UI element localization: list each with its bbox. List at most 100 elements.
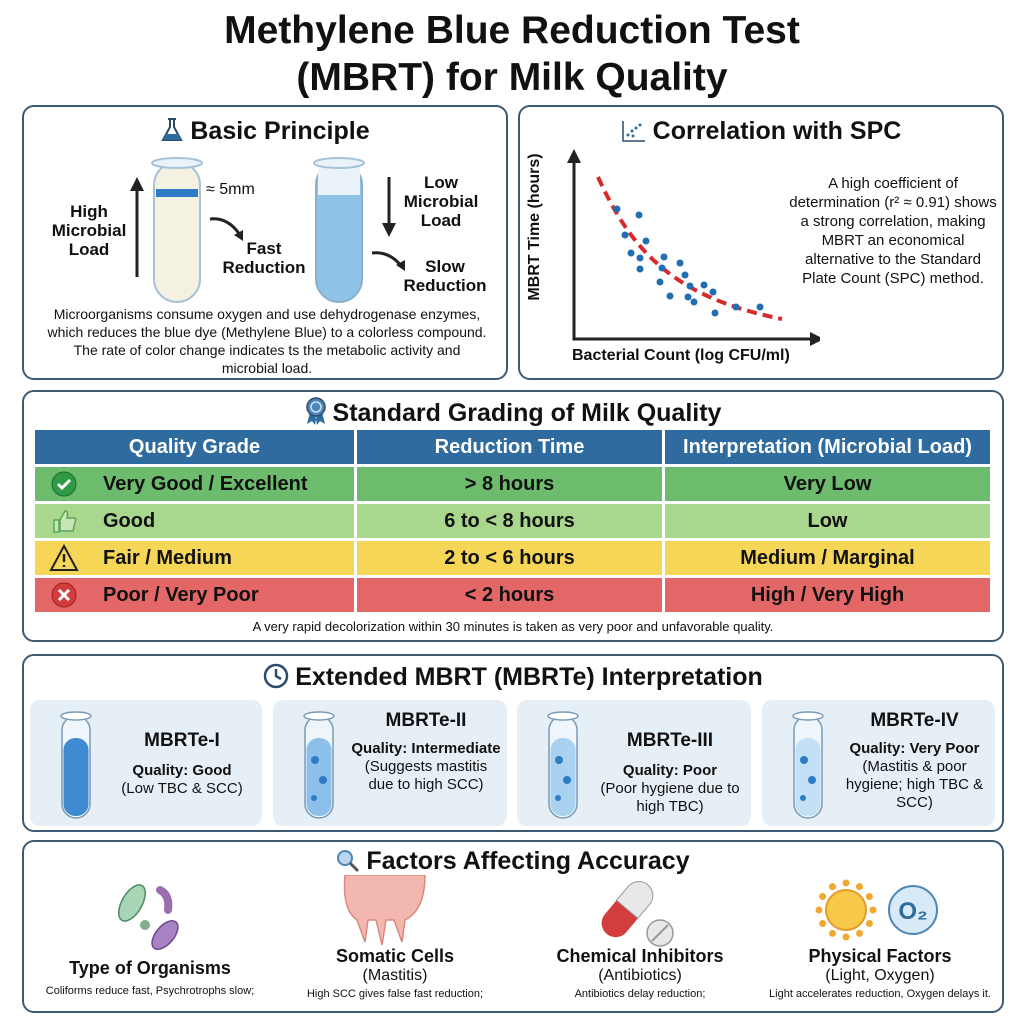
data-point: [756, 303, 764, 311]
principle-description: Microorganisms consume oxygen and use de…: [47, 306, 487, 376]
y-axis-label: MBRT Time (hours): [526, 153, 543, 301]
bacteria-icon: [118, 884, 179, 950]
arrow-down-icon: [382, 177, 396, 237]
grade-cell: Fair / Medium: [35, 541, 357, 575]
data-point: [666, 292, 674, 300]
mbrte-details: Quality: Poor (Poor hygiene due to high T…: [595, 762, 745, 816]
table-row: Good 6 to < 8 hours Low: [35, 504, 990, 538]
data-point: [711, 309, 719, 317]
factor-title: Type of Organisms: [69, 958, 231, 978]
high-load-label: High Microbial Load: [51, 202, 127, 259]
sun-ray: [829, 929, 836, 937]
table-row: Fair / Medium 2 to < 6 hours Medium / Ma…: [35, 541, 990, 575]
basic-principle-heading: Basic Principle: [24, 117, 506, 146]
udder-icon: [343, 875, 426, 946]
factor-illustrations: O₂: [118, 875, 938, 950]
mbrte-card: MBRTe-II Quality: Intermediate (Suggests …: [273, 700, 507, 826]
data-point: [700, 281, 708, 289]
table-row: Poor / Very Poor < 2 hours High / Very H…: [35, 578, 990, 612]
sun-ray: [865, 920, 873, 927]
factor-item: Somatic Cells (Mastitis) High SCC gives …: [270, 946, 520, 1000]
time-cell: > 8 hours: [357, 467, 665, 501]
thumbs-up-icon: [49, 507, 79, 535]
mbrte-quality: Quality: Poor: [622, 762, 718, 779]
sun-ray: [842, 879, 850, 887]
mbrte-note: (Mastitis & poor hygiene; high TBC & SCC…: [845, 758, 984, 811]
grading-footnote: A very rapid decolorization within 30 mi…: [252, 619, 774, 634]
header-reduction-time: Reduction Time: [357, 430, 665, 464]
flask-icon: [161, 118, 184, 141]
clock-icon: [263, 663, 289, 689]
mbrte-note: (Low TBC & SCC): [121, 780, 243, 797]
load-cell: High / Very High: [665, 578, 990, 612]
principle-illustration: [130, 157, 405, 303]
factor-note: Antibiotics delay reduction;: [574, 988, 706, 1000]
data-point: [676, 259, 684, 267]
data-point: [658, 264, 666, 272]
test-tube-fast-icon: [151, 157, 203, 303]
page-title-line2: (MBRT) for Milk Quality: [296, 56, 728, 99]
x-axis-label: Bacterial Count (log CFU/ml): [572, 347, 790, 364]
mbrte-name: MBRTe-III: [626, 730, 714, 751]
table-header: Quality Grade Reduction Time Interpretat…: [35, 430, 990, 464]
data-point: [681, 271, 689, 279]
data-point: [656, 278, 664, 286]
data-point: [636, 254, 644, 262]
page-title-line1: Methylene Blue Reduction Test: [224, 9, 800, 52]
magnifier-icon: [337, 850, 360, 873]
pill-icon: [601, 881, 674, 947]
factors-heading: Factors Affecting Accuracy: [24, 847, 1002, 876]
grade-cell: Good: [35, 504, 357, 538]
factor-subtitle: (Antibiotics): [598, 967, 682, 984]
data-point: [684, 293, 692, 301]
arrow-up-icon: [130, 177, 144, 277]
factor-title: Somatic Cells: [335, 946, 455, 966]
table-row: Very Good / Excellent > 8 hours Very Low: [35, 467, 990, 501]
mbrte-card: MBRTe-I Quality: Good (Low TBC & SCC): [30, 700, 262, 826]
data-point: [690, 298, 698, 306]
test-tube-icon: [60, 711, 92, 819]
data-point: [636, 265, 644, 273]
oxygen-icon: O₂: [888, 885, 938, 935]
sun-icon: [815, 879, 877, 941]
basic-principle-panel: Basic Principle High Microbial Load ≈ 5m…: [22, 105, 508, 380]
data-point: [613, 205, 621, 213]
mbrte-details: Quality: Very Poor (Mastitis & poor hygie…: [840, 740, 989, 812]
mbrte-quality: Quality: Intermediate: [351, 740, 501, 757]
time-cell: 2 to < 6 hours: [357, 541, 665, 575]
fast-reduction-label: Fast Reduction: [222, 239, 306, 277]
slow-reduction-label: Slow Reduction: [403, 257, 487, 295]
curved-arrow-fast-icon: [209, 217, 242, 236]
data-point: [686, 282, 694, 290]
mbrte-note: (Poor hygiene due to high TBC): [600, 780, 740, 815]
mbrte-details: Quality: Intermediate (Suggests mastitis …: [351, 740, 501, 794]
band-label: ≈ 5mm: [206, 181, 255, 198]
mbrte-quality: Quality: Good: [132, 762, 232, 779]
load-cell: Very Low: [665, 467, 990, 501]
correlation-heading: Correlation with SPC: [520, 117, 1002, 146]
award-ribbon-icon: [305, 397, 326, 425]
sun-ray: [815, 906, 823, 914]
mbrte-name: MBRTe-I: [144, 730, 220, 751]
grade-cell: Poor / Very Poor: [35, 578, 357, 612]
mbrte-note: (Suggests mastitis due to high SCC): [364, 758, 488, 793]
correlation-panel: Correlation with SPC MBRT Time (hours) B…: [518, 105, 1004, 380]
grading-table: Quality Grade Reduction Time Interpretat…: [35, 430, 990, 615]
factor-item: Type of Organisms Coliforms reduce fast,…: [30, 958, 270, 997]
mbrte-name: MBRTe-II: [385, 710, 467, 731]
x-circle-icon: [49, 581, 79, 609]
sun-ray: [819, 893, 827, 900]
mbrte-card: MBRTe-IV Quality: Very Poor (Mastitis & p…: [762, 700, 995, 826]
mbrte-quality: Quality: Very Poor: [849, 740, 980, 757]
factor-subtitle: (Light, Oxygen): [825, 967, 935, 984]
factor-item: Chemical Inhibitors (Antibiotics) Antibi…: [520, 946, 760, 1000]
check-circle-icon: [49, 470, 79, 498]
mbrte-name: MBRTe-IV: [870, 710, 959, 731]
svg-text:O₂: O₂: [898, 898, 927, 925]
data-point: [621, 231, 629, 239]
test-tube-icon: [303, 711, 335, 819]
sun-ray: [842, 933, 850, 941]
correlation-scatter: [567, 149, 820, 346]
data-point: [709, 288, 717, 296]
header-quality-grade: Quality Grade: [35, 430, 357, 464]
